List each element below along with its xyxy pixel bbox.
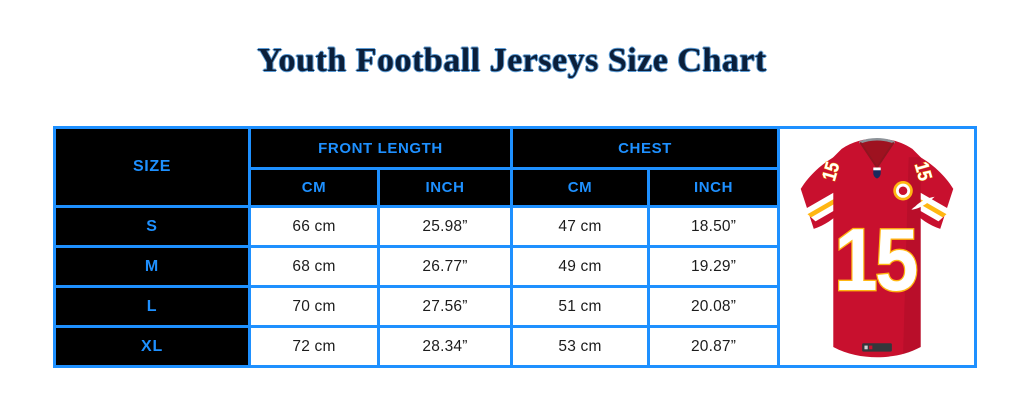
- table-row-size-xl: XL 72 cm 28.34” 53 cm 20.87”: [53, 325, 976, 368]
- chest-inch-value: 19.29”: [647, 245, 781, 288]
- chest-cm-value: 49 cm: [510, 245, 651, 288]
- jersey-photo-cell: 15 15 15: [777, 126, 978, 368]
- col-header-front-length: FRONT LENGTH: [247, 126, 514, 170]
- front-length-cm-value: 66 cm: [248, 205, 380, 248]
- table-row-size-s: S 66 cm 25.98” 47 cm 18.50”: [53, 205, 976, 248]
- front-length-inch-value: 27.56”: [376, 285, 514, 328]
- front-length-cm-value: 72 cm: [248, 325, 380, 368]
- front-length-cm-value: 68 cm: [248, 245, 380, 288]
- front-length-inch-value: 28.34”: [376, 325, 514, 368]
- jersey-photo: 15 15 15: [782, 131, 972, 363]
- chest-inch-value: 18.50”: [647, 205, 781, 248]
- collar-trim: [859, 138, 895, 144]
- size-chart-table: SIZE FRONT LENGTH CHEST: [53, 126, 978, 368]
- size-label: M: [53, 245, 251, 288]
- front-length-inch-value: 26.77”: [376, 245, 514, 288]
- col-header-front-cm: CM: [248, 167, 380, 208]
- chest-inch-value: 20.87”: [647, 325, 781, 368]
- table-row-size-m: M 68 cm 26.77” 49 cm 19.29”: [53, 245, 976, 288]
- front-length-cm-value: 70 cm: [248, 285, 380, 328]
- chest-cm-value: 47 cm: [510, 205, 651, 248]
- col-header-chest-cm: CM: [510, 167, 651, 208]
- page-title: Youth Football Jerseys Size Chart: [257, 42, 767, 79]
- swoosh-icon: [911, 196, 935, 210]
- jersey-number: 15: [834, 211, 916, 310]
- size-label: XL: [53, 325, 251, 368]
- col-header-chest: CHEST: [510, 126, 781, 170]
- chest-cm-value: 53 cm: [510, 325, 651, 368]
- col-header-chest-inch: INCH: [647, 167, 781, 208]
- chest-cm-value: 51 cm: [510, 285, 651, 328]
- col-header-front-inch: INCH: [376, 167, 514, 208]
- size-label: L: [53, 285, 251, 328]
- nfl-shield-icon: [873, 167, 881, 179]
- front-length-inch-value: 25.98”: [376, 205, 514, 248]
- jock-tag: [862, 343, 892, 352]
- table-row-size-l: L 70 cm 27.56” 51 cm 20.08”: [53, 285, 976, 328]
- jersey-illustration-icon: 15 15 15: [784, 138, 971, 358]
- jersey-collar: [860, 138, 894, 168]
- team-patch-icon: [893, 180, 913, 201]
- size-label: S: [53, 205, 251, 248]
- col-header-size: SIZE: [53, 126, 251, 208]
- chest-inch-value: 20.08”: [647, 285, 781, 328]
